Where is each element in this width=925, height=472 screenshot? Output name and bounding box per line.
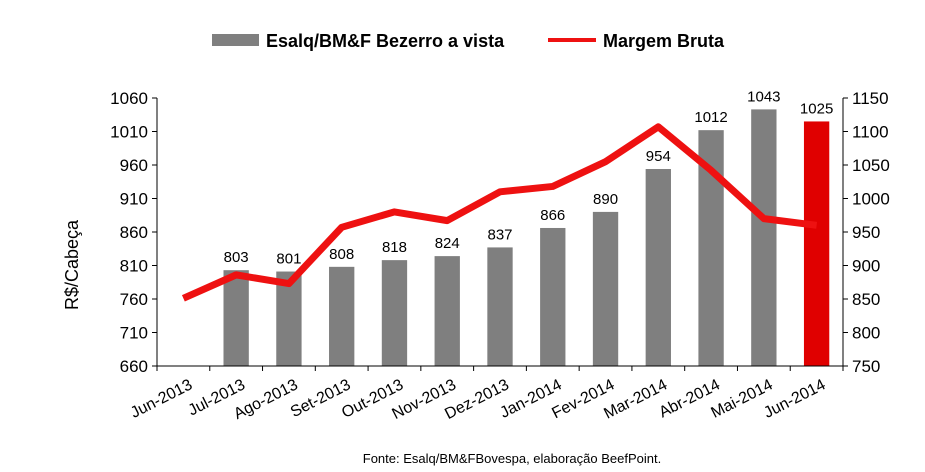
- bar-value-label: 954: [646, 148, 671, 165]
- bar-series: [223, 109, 830, 366]
- bar: [381, 260, 408, 366]
- bar: [487, 247, 513, 366]
- x-axis-ticks: Jun-2013Jul-2013Ago-2013Set-2013Out-2013…: [128, 366, 844, 423]
- bar: [540, 227, 566, 366]
- bar-value-label: 1025: [800, 100, 833, 117]
- bar-value-label: 1043: [747, 88, 780, 105]
- left-tick-label: 710: [120, 324, 148, 343]
- right-tick-label: 1100: [852, 123, 889, 142]
- left-tick-label: 1060: [110, 89, 148, 108]
- bar: [434, 256, 460, 366]
- left-tick-label: 1010: [110, 123, 148, 142]
- left-tick-label: 760: [120, 290, 148, 309]
- legend-swatch-bezerro: [212, 34, 259, 46]
- left-tick-label: 810: [120, 257, 148, 276]
- left-axis-ticks: 660 710 760 810 860 910 960 1010 1060: [110, 89, 157, 376]
- bar-value-label: 818: [382, 239, 407, 256]
- bar: [592, 211, 619, 366]
- bar-value-label: 803: [224, 249, 249, 266]
- right-axis-ticks: 750 800 850 900 950 1000 1050 1100 1150: [843, 89, 890, 376]
- bar: [276, 271, 302, 366]
- margem-bruta-line: [181, 123, 818, 302]
- bar: [803, 121, 830, 366]
- right-tick-label: 850: [852, 290, 880, 309]
- bar-data-labels: 803 801 808 818 824 837 866 890 954 1012 1043 1025: [224, 88, 834, 267]
- bar-value-label: 1012: [694, 109, 727, 126]
- right-tick-label: 800: [852, 324, 880, 343]
- right-tick-label: 750: [852, 357, 880, 376]
- bar: [751, 109, 777, 366]
- axes: [156, 98, 844, 367]
- right-tick-label: 1150: [852, 89, 889, 108]
- bar: [223, 270, 249, 366]
- left-tick-label: 660: [120, 357, 148, 376]
- right-tick-label: 1000: [852, 190, 890, 209]
- left-tick-label: 960: [120, 156, 148, 175]
- legend-label-bezerro: Esalq/BM&F Bezerro a vista: [266, 31, 505, 51]
- line-series: [181, 123, 818, 302]
- bar-value-label: 837: [487, 226, 512, 243]
- left-tick-label: 860: [120, 223, 148, 242]
- legend-label-margem: Margem Bruta: [603, 31, 725, 51]
- legend: Esalq/BM&F Bezerro a vista Margem Bruta: [212, 31, 725, 51]
- right-tick-label: 950: [852, 223, 880, 242]
- bar-value-label: 866: [540, 207, 565, 224]
- source-note: Fonte: Esalq/BM&FBovespa, elaboração Bee…: [363, 451, 661, 466]
- right-tick-label: 900: [852, 257, 880, 276]
- bar: [645, 169, 671, 366]
- y-axis-label: R$/Cabeça: [62, 219, 82, 310]
- bar-value-label: 824: [435, 235, 460, 252]
- bar-value-label: 890: [593, 191, 618, 208]
- bar-value-label: 808: [329, 246, 354, 263]
- bar-value-label: 801: [276, 251, 301, 268]
- left-tick-label: 910: [120, 190, 148, 209]
- right-tick-label: 1050: [852, 156, 890, 175]
- bar: [329, 266, 355, 366]
- x-tick-label: Jun-2013: [128, 376, 195, 421]
